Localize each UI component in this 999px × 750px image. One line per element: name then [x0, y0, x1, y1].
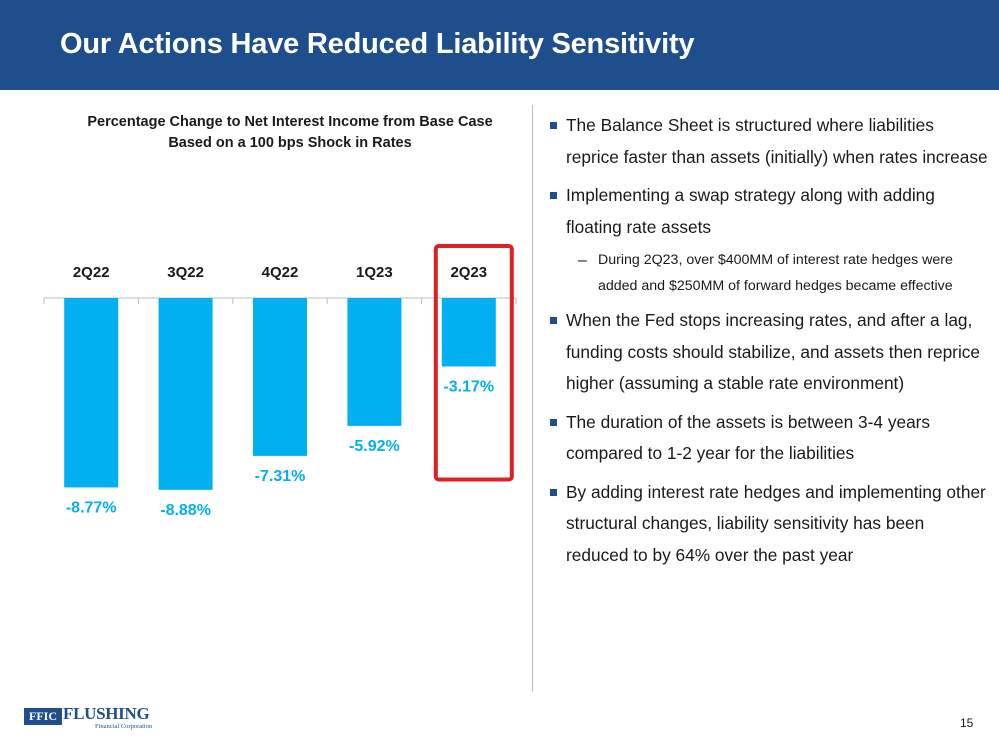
logo-name: FLUSHING	[63, 704, 150, 723]
bullet-text: Implementing a swap strategy along with …	[566, 185, 935, 237]
bullet-text: The duration of the assets is between 3-…	[566, 411, 931, 464]
chart-subtitle: Based on a 100 bps Shock in Rates	[168, 135, 412, 151]
sub-bullet-text: During 2Q23, over $400MM of interest rat…	[598, 252, 953, 294]
logo-subtitle: Financial Corporation	[95, 723, 153, 730]
bar-3q22	[158, 298, 213, 490]
category-label: 4Q22	[262, 264, 299, 281]
bullet-text: When the Fed stops increasing rates, and…	[566, 310, 981, 393]
bullet-item: The duration of the assets is between 3-…	[550, 407, 990, 470]
value-label: -5.92%	[349, 438, 400, 455]
chart-title-block: Percentage Change to Net Interest Income…	[40, 112, 540, 154]
bullet-square-icon	[550, 192, 557, 199]
dash-icon: –	[578, 252, 587, 269]
category-label: 1Q23	[356, 264, 393, 281]
header-bar: Our Actions Have Reduced Liability Sensi…	[0, 0, 999, 90]
category-label: 3Q22	[167, 264, 204, 281]
value-label: -8.88%	[160, 502, 211, 519]
bullet-item: The Balance Sheet is structured where li…	[550, 110, 990, 173]
bullet-text: The Balance Sheet is structured where li…	[566, 115, 988, 167]
bar-chart: 2Q22 3Q22 4Q22 1Q23 2Q23 -8.77% -8.88% -7.31% -…	[43, 244, 517, 519]
bar-1q23	[347, 298, 402, 426]
column-divider	[532, 105, 533, 692]
value-label: -3.17%	[443, 378, 494, 395]
value-label: -8.77%	[66, 499, 117, 516]
bullet-square-icon	[550, 317, 557, 324]
bullet-item: By adding interest rate hedges and imple…	[550, 477, 990, 572]
category-label: 2Q23	[450, 264, 487, 281]
bar-2q23	[441, 298, 496, 367]
category-label: 2Q22	[73, 264, 110, 281]
bullet-square-icon	[550, 418, 557, 426]
value-label: -7.31%	[255, 468, 306, 485]
bullet-text: By adding interest rate hedges and imple…	[566, 481, 986, 565]
sub-bullet-item: – During 2Q23, over $400MM of interest r…	[550, 248, 990, 299]
bullet-square-icon	[550, 488, 557, 496]
bullet-list: The Balance Sheet is structured where li…	[550, 110, 990, 578]
bullet-item: Implementing a swap strategy along with …	[550, 180, 990, 243]
bullet-item: When the Fed stops increasing rates, and…	[550, 305, 990, 400]
bullet-square-icon	[550, 122, 557, 129]
bar-4q22	[253, 298, 307, 456]
logo-mark: FFIC	[24, 708, 62, 725]
page-number: 15	[960, 716, 974, 730]
chart-title: Percentage Change to Net Interest Income…	[87, 114, 493, 130]
bar-2q22	[64, 298, 119, 488]
highlight-box	[433, 244, 514, 482]
page-title: Our Actions Have Reduced Liability Sensi…	[60, 28, 695, 60]
